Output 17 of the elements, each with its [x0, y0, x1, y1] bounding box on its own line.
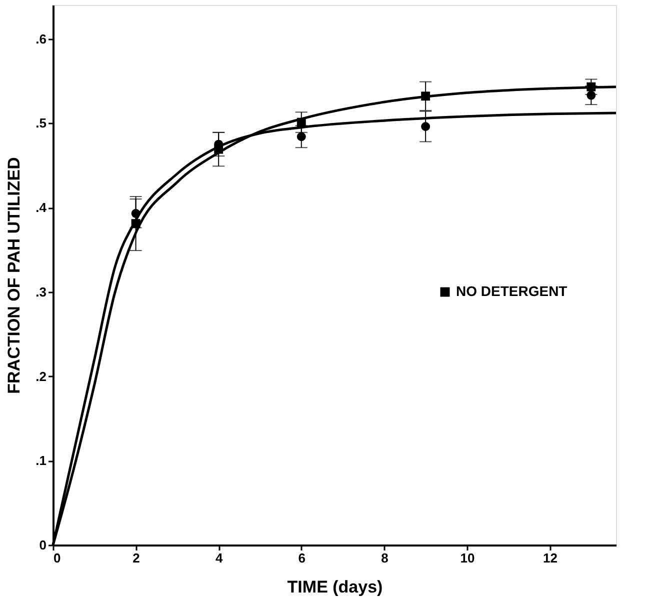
x-tick-label: 10	[460, 550, 475, 566]
x-tick-label: 2	[132, 550, 140, 566]
y-tick-label: .6	[36, 31, 46, 46]
y-tick-label: .1	[36, 453, 46, 468]
x-tick-label: 12	[543, 550, 558, 566]
x-tick-label: 8	[381, 550, 388, 566]
y-tick-label: 0	[39, 538, 46, 552]
x-tick-label: 6	[298, 550, 306, 566]
x-tick-label: 4	[215, 550, 224, 566]
y-tick-label: .3	[36, 284, 46, 300]
legend-label: NO DETERGENT	[456, 283, 568, 299]
x-axis-title: TIME (days)	[287, 578, 383, 596]
y-tick-label: .2	[36, 368, 46, 384]
y-tick-label: .5	[36, 116, 46, 131]
y-tick-label: .4	[36, 200, 48, 215]
y-axis-title: FRACTION OF PAH UTILIZED	[4, 157, 24, 394]
x-tick-label: 0	[54, 550, 61, 566]
